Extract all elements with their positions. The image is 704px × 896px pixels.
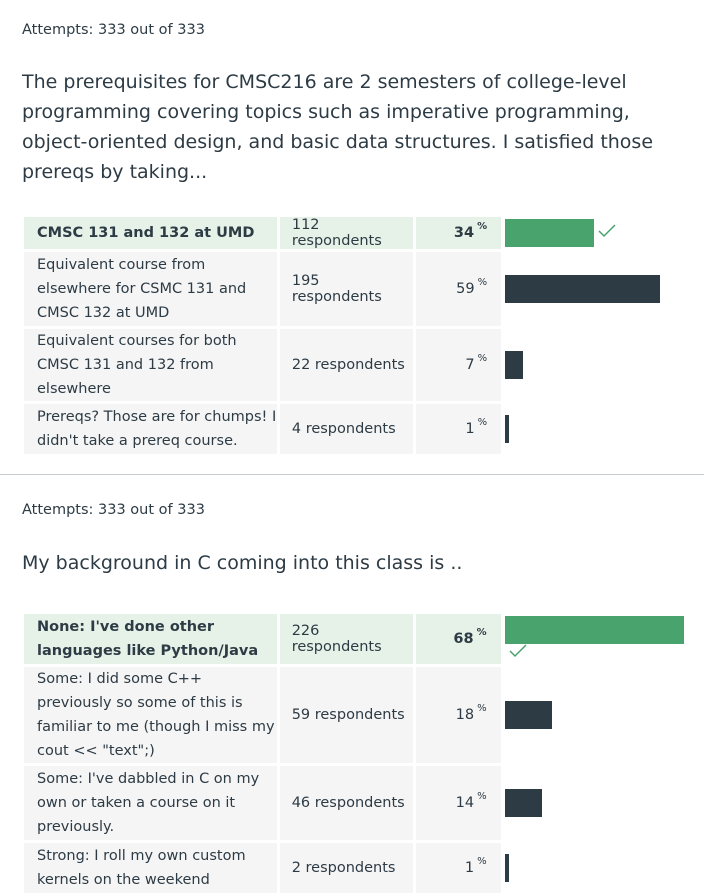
bar-cell [500, 843, 704, 893]
answer-percent: 59% [416, 252, 502, 326]
percent-symbol: % [477, 277, 488, 288]
answer-label: Some: I did some C++ previously so some … [24, 667, 280, 763]
percent-symbol: % [477, 791, 487, 802]
result-bar [504, 616, 684, 644]
answer-percent: 68% [415, 614, 501, 664]
bar-cell [501, 329, 704, 401]
percent-symbol: % [477, 703, 487, 714]
result-bar [504, 701, 552, 729]
question-text: The prerequisites for CMSC216 are 2 seme… [22, 71, 654, 183]
bar-cell [500, 667, 704, 763]
answer-percent: 18% [415, 667, 501, 763]
checkmark-icon [598, 224, 616, 242]
answer-row: Equivalent courses for both CMSC 131 and… [24, 329, 704, 401]
question-text: My background in C coming into this clas… [22, 552, 463, 574]
answer-table: CMSC 131 and 132 at UMD 112 respondents … [24, 214, 704, 457]
answer-label: Equivalent courses for both CMSC 131 and… [24, 329, 280, 401]
section-divider [0, 474, 704, 475]
bar-cell [500, 766, 704, 840]
result-bar [505, 219, 595, 247]
answer-row: CMSC 131 and 132 at UMD 112 respondents … [24, 217, 704, 249]
answer-label: Some: I've dabbled in C on my own or tak… [24, 766, 280, 840]
answer-percent: 7% [416, 329, 502, 401]
answer-label: CMSC 131 and 132 at UMD [24, 217, 280, 249]
answer-row: Some: I did some C++ previously so some … [24, 667, 704, 763]
answer-label: Strong: I roll my own custom kernels on … [24, 843, 280, 893]
answer-label: None: I've done other languages like Pyt… [24, 614, 280, 664]
percent-symbol: % [477, 417, 488, 428]
answer-row: Strong: I roll my own custom kernels on … [24, 843, 704, 893]
answer-row: None: I've done other languages like Pyt… [24, 614, 704, 664]
answer-table: None: I've done other languages like Pyt… [24, 611, 704, 896]
respondent-count: 2 respondents [279, 843, 416, 893]
percent-symbol: % [476, 627, 487, 638]
answer-label: Equivalent course from elsewhere for CSM… [24, 252, 280, 326]
result-bar [505, 351, 524, 379]
percent-symbol: % [477, 856, 487, 867]
respondent-count: 112 respondents [279, 217, 417, 249]
checkmark-icon [509, 644, 527, 662]
answer-row: Prereqs? Those are for chumps! I didn't … [24, 404, 704, 454]
result-bar [504, 789, 542, 817]
attempts-label: Attempts: 333 out of 333 [22, 22, 205, 38]
respondent-count: 4 respondents [279, 404, 417, 454]
answer-percent: 34% [416, 217, 502, 249]
respondent-count: 46 respondents [279, 766, 416, 840]
attempts-label: Attempts: 333 out of 333 [22, 502, 205, 518]
respondent-count: 226 respondents [279, 614, 416, 664]
answer-percent: 1% [415, 843, 501, 893]
answer-percent: 14% [415, 766, 501, 840]
bar-cell [501, 404, 704, 454]
bar-cell [501, 217, 704, 249]
bar-cell [501, 252, 704, 326]
respondent-count: 59 respondents [279, 667, 416, 763]
percent-symbol: % [477, 353, 488, 364]
answer-percent: 1% [416, 404, 502, 454]
respondent-count: 195 respondents [279, 252, 417, 326]
answer-row: Equivalent course from elsewhere for CSM… [24, 252, 704, 326]
answer-row: Some: I've dabbled in C on my own or tak… [24, 766, 704, 840]
result-bar [505, 415, 510, 443]
percent-symbol: % [477, 221, 488, 232]
answer-label: Prereqs? Those are for chumps! I didn't … [24, 404, 280, 454]
respondent-count: 22 respondents [279, 329, 417, 401]
result-bar [504, 854, 509, 882]
bar-cell [500, 614, 704, 664]
result-bar [505, 275, 661, 303]
